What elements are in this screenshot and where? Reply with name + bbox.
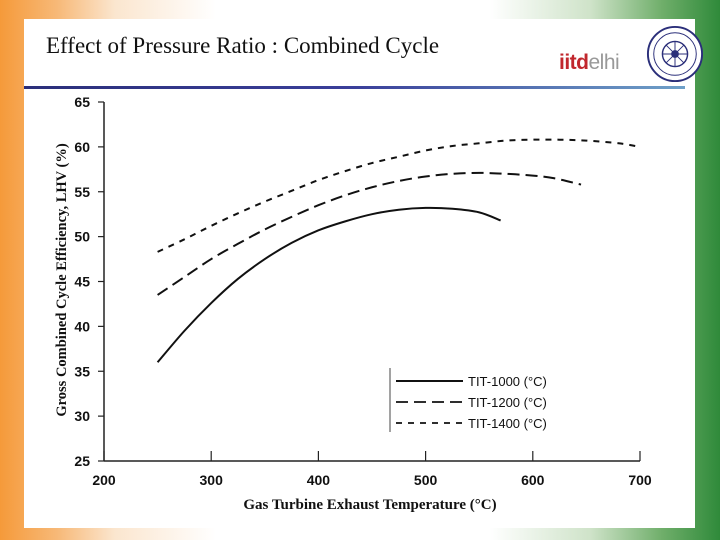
- series-layer: [156, 138, 641, 363]
- x-tick-label: 700: [628, 472, 652, 488]
- y-tick-label: 55: [74, 184, 90, 200]
- y-tick-label: 45: [74, 274, 90, 290]
- iit-delhi-seal-icon: [646, 25, 704, 83]
- x-tick-label: 400: [307, 472, 331, 488]
- x-tick-label: 500: [414, 472, 438, 488]
- iitdelhi-logo-text: iitdelhi: [559, 51, 620, 75]
- series-line-tit-1200-c: [157, 171, 582, 296]
- legend-label-tit-1200: TIT-1200 (°C): [468, 395, 547, 410]
- y-tick-label: 40: [74, 318, 90, 334]
- slide-title: Effect of Pressure Ratio : Combined Cycl…: [46, 33, 440, 58]
- slide-panel: Effect of Pressure Ratio : Combined Cycl…: [24, 19, 704, 528]
- legend-label-tit-1400: TIT-1400 (°C): [468, 416, 547, 431]
- title-underline: [24, 86, 685, 89]
- y-tick-label: 50: [74, 229, 90, 245]
- series-line-tit-1400-c: [157, 138, 641, 253]
- logo-text-strong: iitd: [559, 51, 589, 74]
- y-axis-label: Gross Combined Cycle Efficiency, LHV (%): [54, 143, 70, 417]
- x-tick-label: 200: [92, 472, 116, 488]
- series-line-tit-1000-c: [156, 206, 502, 363]
- y-tick-label: 25: [74, 453, 90, 469]
- y-tick-label: 30: [74, 408, 90, 424]
- y-tick-label: 65: [74, 94, 90, 110]
- legend: TIT-1000 (°C) TIT-1200 (°C) TIT-1400 (°C…: [389, 368, 547, 432]
- axis-ticks: 25 30 35 40 45 50 55 60 65 200 300 400 500 600 700: [74, 94, 651, 488]
- legend-label-tit-1000: TIT-1000 (°C): [468, 374, 547, 389]
- y-tick-label: 60: [74, 139, 90, 155]
- y-tick-label: 35: [74, 363, 90, 379]
- x-axis-label: Gas Turbine Exhaust Temperature (°C): [243, 497, 496, 513]
- x-tick-label: 300: [200, 472, 224, 488]
- logo-text-light: elhi: [588, 51, 620, 74]
- x-tick-label: 600: [521, 472, 545, 488]
